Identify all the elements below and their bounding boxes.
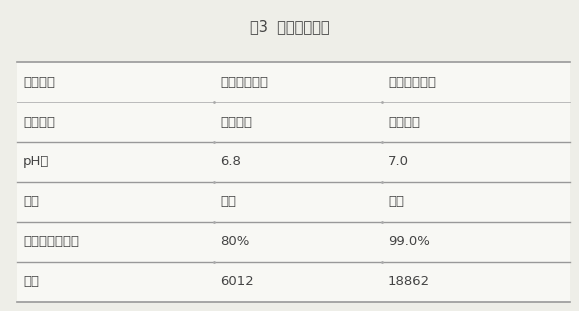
Text: 7.0: 7.0 [388, 156, 409, 169]
Text: 80%: 80% [220, 235, 250, 248]
Text: pH值: pH值 [23, 156, 50, 169]
Text: 6.8: 6.8 [220, 156, 241, 169]
Text: 外观性状: 外观性状 [23, 116, 55, 128]
Text: 无色透明: 无色透明 [388, 116, 420, 128]
Text: 发明组凝胶剂: 发明组凝胶剂 [388, 76, 436, 89]
Text: 评价指标: 评价指标 [23, 76, 55, 89]
Text: 无色透明: 无色透明 [220, 116, 252, 128]
Text: 6012: 6012 [220, 275, 254, 288]
Text: 99.0%: 99.0% [388, 235, 430, 248]
Bar [17, 62, 570, 302]
Text: 色谱法测定含量: 色谱法测定含量 [23, 235, 79, 248]
Text: 对照组凝胶剂: 对照组凝胶剂 [220, 76, 268, 89]
Text: 合格: 合格 [388, 195, 404, 208]
Text: 活度: 活度 [23, 275, 39, 288]
Text: 无菌: 无菌 [23, 195, 39, 208]
Text: 18862: 18862 [388, 275, 430, 288]
Text: 合格: 合格 [220, 195, 236, 208]
Text: 表3  质量评价结果: 表3 质量评价结果 [250, 19, 329, 34]
